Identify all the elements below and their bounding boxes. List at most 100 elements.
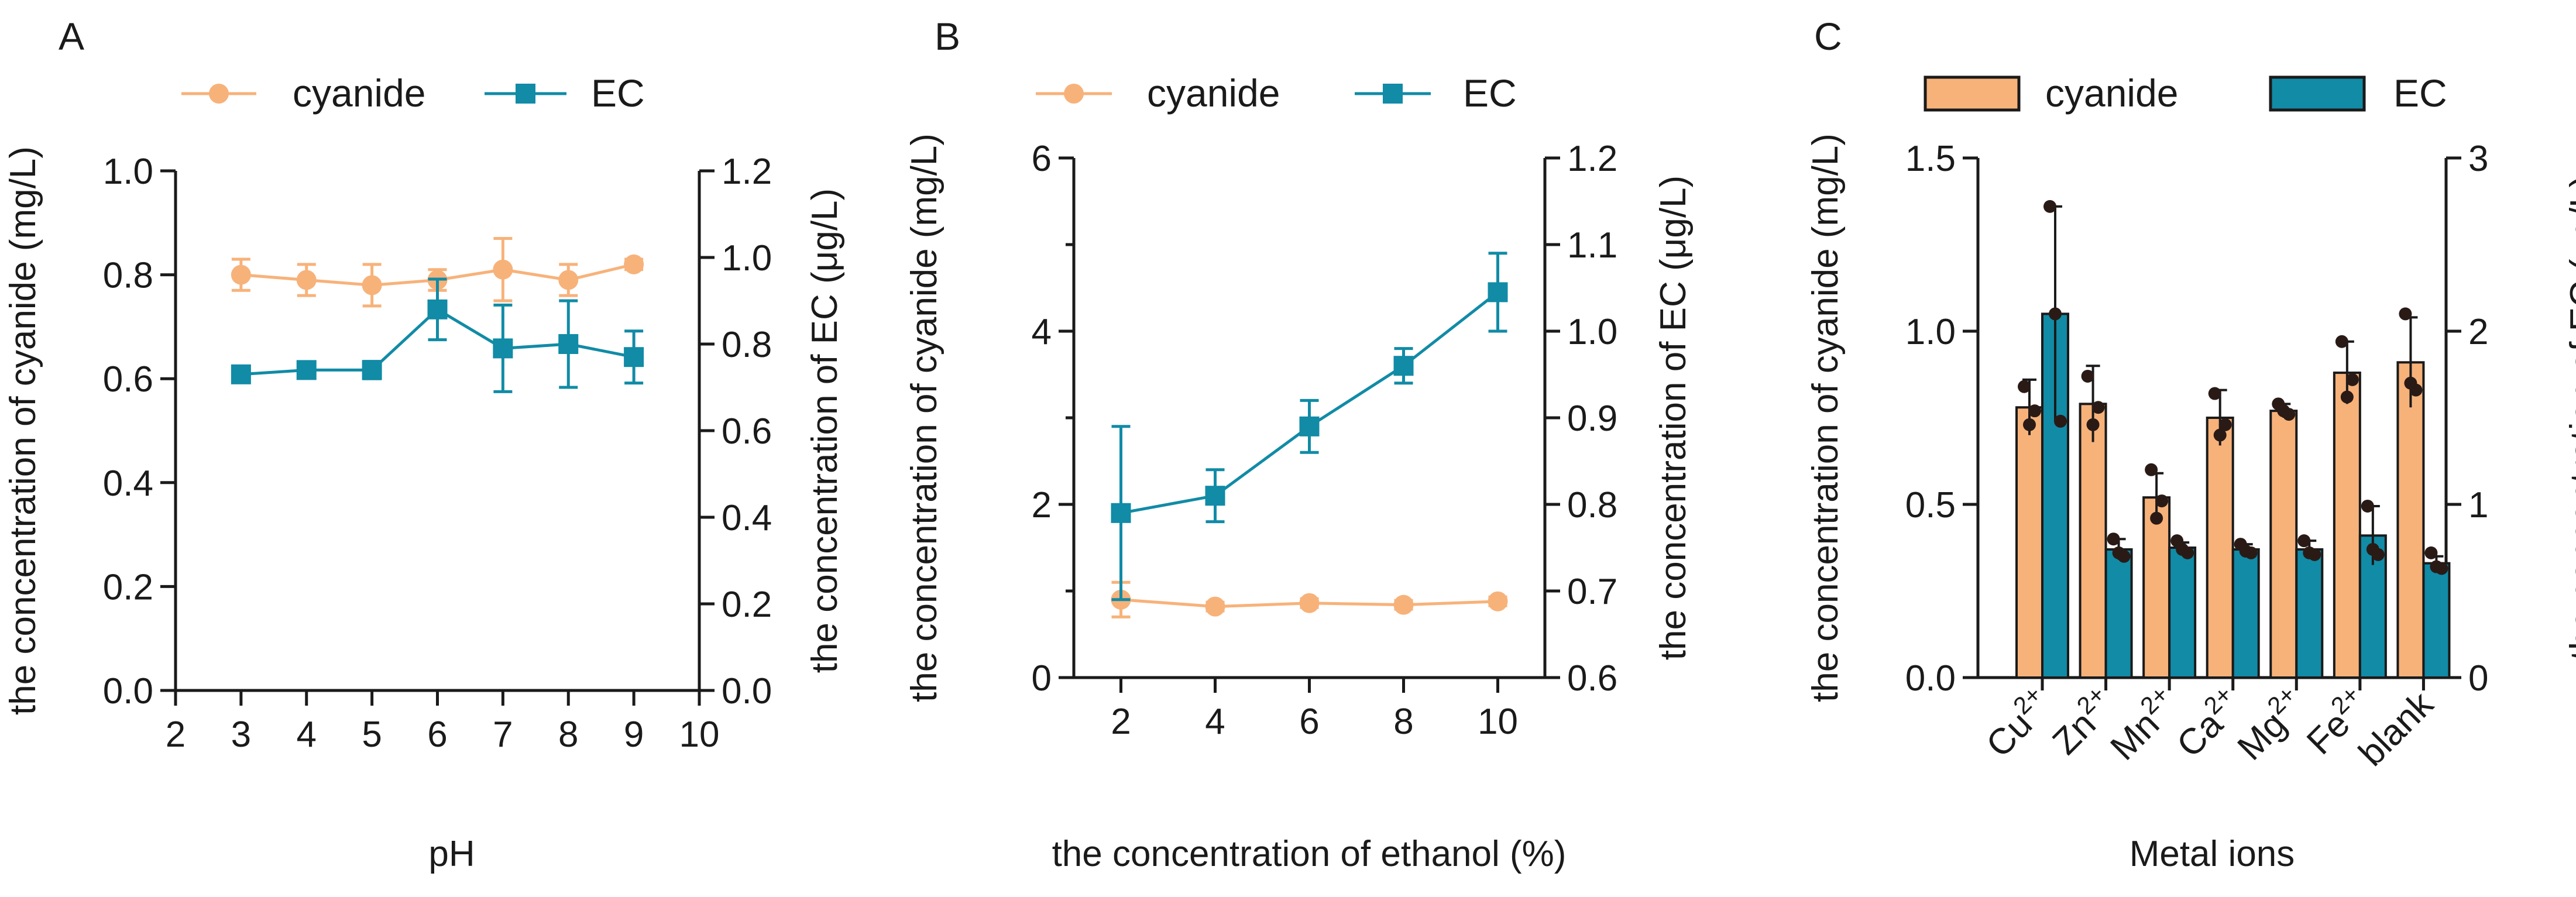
x-axis-title-C: Metal ions: [2130, 834, 2295, 874]
y-tick-label-right: 0.9: [1567, 398, 1617, 439]
replicate-point-ec: [2308, 548, 2321, 561]
y-axis-title-right-B: the concentration of EC (μg/L): [1653, 176, 1694, 660]
point-ec: [1488, 282, 1508, 303]
replicate-point-cyanide: [2023, 418, 2036, 431]
replicate-point-cyanide: [2155, 494, 2169, 508]
legend-marker-ec: [1383, 84, 1403, 104]
point-ec: [362, 360, 382, 380]
replicate-point-cyanide: [2208, 387, 2221, 400]
replicate-point-ec: [2117, 549, 2131, 563]
y-tick-label-left: 0.8: [103, 256, 153, 296]
replicate-point-cyanide: [2213, 428, 2227, 442]
y-axis-title-right-C: the concentration of EC (μg/L): [2563, 176, 2576, 660]
bar-ec: [2295, 548, 2324, 679]
y-tick-label-right: 1: [2468, 485, 2488, 525]
replicate-point-cyanide: [2218, 418, 2232, 431]
legend-label-cyanide: cyanide: [1147, 71, 1280, 115]
x-tick-label: 6: [427, 714, 447, 755]
y-tick-label-right: 1.0: [1567, 312, 1617, 352]
replicate-point-cyanide: [2345, 373, 2359, 386]
legend-label-ec: EC: [1463, 71, 1517, 115]
y-axis-title-left-A: the concentration of cyanide (mg/L): [3, 146, 43, 715]
y-tick-label-right: 1.2: [722, 152, 772, 192]
legend-A: cyanide EC: [181, 71, 645, 115]
replicate-point-cyanide: [2086, 418, 2100, 431]
x-tick-label: 4: [1205, 702, 1225, 742]
point-ec: [624, 347, 644, 367]
x-tick-label: 5: [362, 714, 382, 755]
legend-marker-ec: [516, 84, 535, 104]
x-tick-label: 4: [297, 714, 317, 755]
replicate-point-cyanide: [2091, 401, 2105, 414]
y-tick-label-right: 3: [2468, 139, 2488, 179]
plot-C: Cu2+Zn2+Mn2+Ca2+Mg2+Fe2+blank: [1975, 200, 2451, 774]
replicate-point-ec: [2181, 546, 2194, 559]
legend-label-ec: EC: [591, 71, 645, 115]
y-tick-label-right: 1.0: [722, 238, 772, 279]
point-ec: [558, 334, 579, 354]
y-axis-title-right-A: the concentration of EC (μg/L): [805, 188, 845, 673]
plot-A: 2 3 4 5 6 7 8 9 10: [166, 236, 720, 755]
replicate-point-cyanide: [2150, 511, 2163, 525]
axes-A: A 0.0 0.2 0.4 0.6 0.8 1.0 0.0 0.2 0.4 0.6 0.8 1.0 1.2…: [3, 15, 845, 874]
replicate-point-cyanide: [2282, 408, 2296, 421]
replicate-point-cyanide: [2335, 335, 2348, 348]
x-tick-label: 9: [624, 714, 644, 755]
y-tick-label-right: 0.6: [722, 411, 772, 452]
point-ec: [1393, 356, 1414, 376]
point-cyanide: [296, 270, 317, 290]
legend-label-cyanide: cyanide: [293, 71, 426, 115]
category-label: Mn2+: [2099, 681, 2187, 768]
replicate-point-ec: [2049, 307, 2062, 321]
bar-ec: [2104, 548, 2133, 679]
legend-B: cyanide EC: [1036, 71, 1517, 115]
legend-swatch-cyanide: [1924, 75, 2021, 112]
replicate-point-cyanide: [2145, 463, 2158, 476]
point-cyanide: [1488, 591, 1508, 611]
replicate-point-ec: [2361, 499, 2374, 513]
x-tick-label: 7: [493, 714, 513, 755]
y-tick-label-right: 1.1: [1567, 225, 1617, 266]
replicate-point-ec: [2107, 532, 2120, 546]
replicate-point-ec: [2435, 562, 2448, 575]
panel-letter-B: B: [935, 15, 960, 58]
replicate-point-ec: [2244, 546, 2258, 559]
x-tick-label: 2: [166, 714, 186, 755]
point-cyanide: [231, 264, 251, 285]
point-cyanide: [624, 254, 644, 274]
replicate-point-cyanide: [2081, 369, 2094, 383]
bar-ec: [2231, 548, 2260, 679]
point-cyanide: [493, 259, 513, 280]
y-tick-label-left: 6: [1032, 139, 1052, 179]
replicate-point-ec: [2054, 414, 2067, 428]
x-tick-label: 3: [231, 714, 251, 755]
y-tick-label-left: 1.5: [1905, 139, 1956, 179]
bar-ec: [2422, 562, 2451, 679]
x-tick-label: 10: [1478, 702, 1518, 742]
y-tick-label-right: 0.2: [722, 585, 772, 625]
y-tick-label-right: 2: [2468, 312, 2488, 352]
point-ec: [1299, 416, 1320, 437]
legend-marker-cyanide: [209, 84, 229, 104]
replicate-point-cyanide: [2028, 404, 2041, 418]
x-tick-label: 6: [1299, 702, 1319, 742]
y-tick-label-right: 0.8: [1567, 485, 1617, 525]
replicate-point-ec: [2043, 200, 2056, 213]
category-label: blank: [2351, 683, 2441, 774]
x-tick-label: 10: [679, 714, 720, 755]
bar-cyanide: [2015, 406, 2043, 679]
y-tick-label-left: 0.0: [1905, 658, 1956, 699]
y-tick-label-right: 0.7: [1567, 572, 1617, 612]
point-ec: [493, 338, 513, 359]
category-label: Cu2+: [1975, 681, 2060, 765]
legend-label-cyanide: cyanide: [2045, 71, 2179, 115]
legend-swatch-ec: [2269, 75, 2366, 112]
point-cyanide: [1393, 594, 1414, 615]
category-label: Ca2+: [2166, 681, 2251, 765]
y-tick-label-left: 1.0: [1905, 312, 1956, 352]
x-axis-title-A: pH: [428, 834, 475, 874]
legend-label-ec: EC: [2393, 71, 2447, 115]
panel-letter-C: C: [1814, 15, 1842, 58]
plot-B: 2 4 6 8 10: [1111, 252, 1518, 742]
